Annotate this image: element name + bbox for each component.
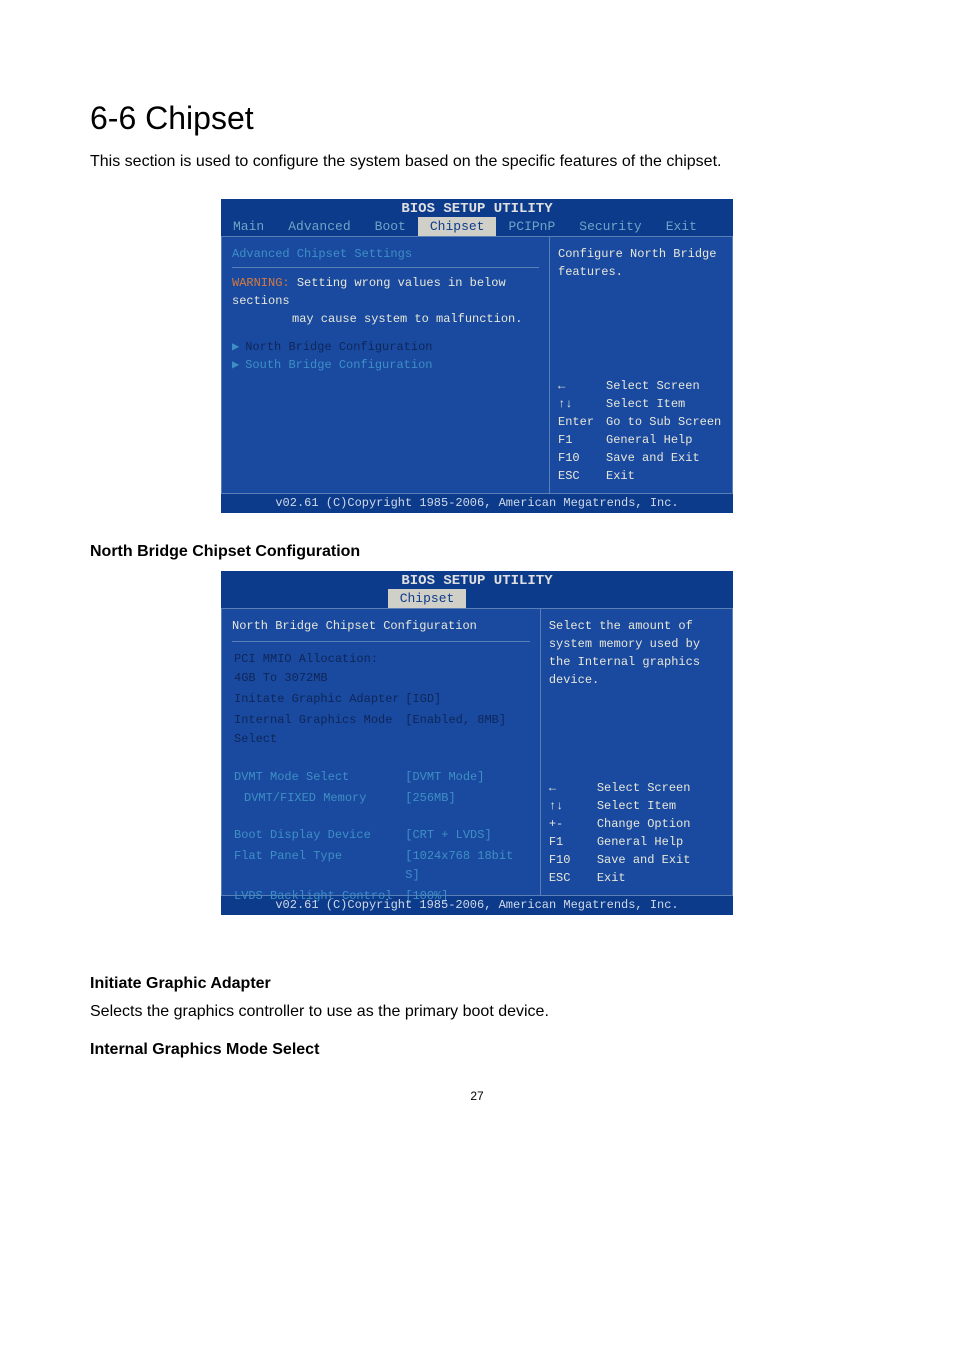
setting-value[interactable]: [IGD] xyxy=(405,690,528,709)
nb-config-header: North Bridge Chipset Configuration xyxy=(232,617,530,641)
bios-right-panel: Select the amount of system memory used … xyxy=(540,608,733,896)
nav-action: General Help xyxy=(606,431,692,449)
nav-action: Change Option xyxy=(597,815,691,833)
nav-action: Select Item xyxy=(606,395,685,413)
nav-action: Save and Exit xyxy=(606,449,700,467)
menu-south-bridge-label: South Bridge Configuration xyxy=(245,358,432,372)
bios-left-panel: North Bridge Chipset Configuration PCI M… xyxy=(221,608,540,896)
setting-value[interactable]: [1024x768 18bit S] xyxy=(405,847,528,885)
tab-chipset[interactable]: Chipset xyxy=(388,589,467,608)
tab-chipset[interactable]: Chipset xyxy=(418,217,497,236)
nav-key: ↑↓ xyxy=(558,395,606,413)
setting-label: PCI MMIO Allocation: 4GB To 3072MB xyxy=(234,650,403,688)
nav-action: Save and Exit xyxy=(597,851,691,869)
tab-main[interactable]: Main xyxy=(221,217,276,236)
page-title: 6-6 Chipset xyxy=(90,100,864,137)
menu-south-bridge[interactable]: ▶ South Bridge Configuration xyxy=(232,356,539,374)
nav-key-list: ←Select Screen ↑↓Select Item +-Change Op… xyxy=(549,779,724,887)
text-initiate-graphic-adapter: Selects the graphics controller to use a… xyxy=(90,1003,864,1021)
nav-action: Go to Sub Screen xyxy=(606,413,721,431)
warning-text: WARNING: Setting wrong values in below s… xyxy=(232,274,539,328)
warning-line2: may cause system to malfunction. xyxy=(292,312,522,326)
setting-label[interactable]: Internal Graphics Mode Select xyxy=(234,711,403,749)
nav-action: Select Item xyxy=(597,797,676,815)
bios-right-panel: Configure North Bridge features. ←Select… xyxy=(549,236,733,494)
menu-north-bridge-label: North Bridge Configuration xyxy=(245,340,432,354)
tab-pcipnp[interactable]: PCIPnP xyxy=(496,217,567,236)
nav-key: F1 xyxy=(558,431,606,449)
setting-label[interactable]: Boot Display Device xyxy=(234,826,403,845)
menu-north-bridge[interactable]: ▶ North Bridge Configuration xyxy=(232,338,539,356)
nav-action: Exit xyxy=(606,467,635,485)
nav-action: Select Screen xyxy=(597,779,691,797)
tab-boot[interactable]: Boot xyxy=(363,217,418,236)
heading-initiate-graphic-adapter: Initiate Graphic Adapter xyxy=(90,975,864,993)
setting-value xyxy=(405,650,528,688)
bios-screenshot-1: BIOS SETUP UTILITY Main Advanced Boot Ch… xyxy=(221,199,733,513)
setting-value[interactable]: [256MB] xyxy=(405,789,528,808)
setting-value[interactable]: [CRT + LVDS] xyxy=(405,826,528,845)
warning-label: WARNING: xyxy=(232,276,290,290)
nav-key: ← xyxy=(549,779,597,797)
setting-value[interactable]: [DVMT Mode] xyxy=(405,768,528,787)
page-number: 27 xyxy=(90,1089,864,1103)
setting-label[interactable]: Initate Graphic Adapter xyxy=(234,690,403,709)
help-text: Configure North Bridge features. xyxy=(558,245,724,281)
nav-key: ESC xyxy=(549,869,597,887)
setting-label[interactable]: Flat Panel Type xyxy=(234,847,403,885)
nav-action: Select Screen xyxy=(606,377,700,395)
bios-title: BIOS SETUP UTILITY xyxy=(221,199,733,217)
bios-screenshot-2: BIOS SETUP UTILITY Chipset North Bridge … xyxy=(221,571,733,915)
nav-action: General Help xyxy=(597,833,683,851)
bios-footer: v02.61 (C)Copyright 1985-2006, American … xyxy=(221,896,733,915)
tab-security[interactable]: Security xyxy=(567,217,653,236)
advanced-chipset-header: Advanced Chipset Settings xyxy=(232,245,539,268)
bios-tabs-single: Chipset xyxy=(221,589,733,608)
nav-key: ← xyxy=(558,377,606,395)
nav-key: +- xyxy=(549,815,597,833)
heading-internal-graphics-mode: Internal Graphics Mode Select xyxy=(90,1041,864,1059)
section-north-bridge-heading: North Bridge Chipset Configuration xyxy=(90,543,864,561)
nav-key-list: ←Select Screen ↑↓Select Item EnterGo to … xyxy=(558,377,724,485)
help-text: Select the amount of system memory used … xyxy=(549,617,724,689)
setting-label[interactable]: DVMT/FIXED Memory xyxy=(234,789,403,808)
bios-footer: v02.61 (C)Copyright 1985-2006, American … xyxy=(221,494,733,513)
chevron-right-icon: ▶ xyxy=(232,340,239,354)
intro-text: This section is used to configure the sy… xyxy=(90,151,864,173)
chevron-right-icon: ▶ xyxy=(232,358,239,372)
bios-title: BIOS SETUP UTILITY xyxy=(221,571,733,589)
nav-key: ↑↓ xyxy=(549,797,597,815)
nav-key: F10 xyxy=(558,449,606,467)
setting-value[interactable]: [Enabled, 8MB] xyxy=(405,711,528,749)
nav-action: Exit xyxy=(597,869,626,887)
nav-key: Enter xyxy=(558,413,606,431)
tab-exit[interactable]: Exit xyxy=(654,217,709,236)
nav-key: F1 xyxy=(549,833,597,851)
nav-key: ESC xyxy=(558,467,606,485)
bios-tabs: Main Advanced Boot Chipset PCIPnP Securi… xyxy=(221,217,733,236)
setting-label[interactable]: DVMT Mode Select xyxy=(234,768,403,787)
tab-advanced[interactable]: Advanced xyxy=(276,217,362,236)
bios-left-panel: Advanced Chipset Settings WARNING: Setti… xyxy=(221,236,549,494)
nav-key: F10 xyxy=(549,851,597,869)
